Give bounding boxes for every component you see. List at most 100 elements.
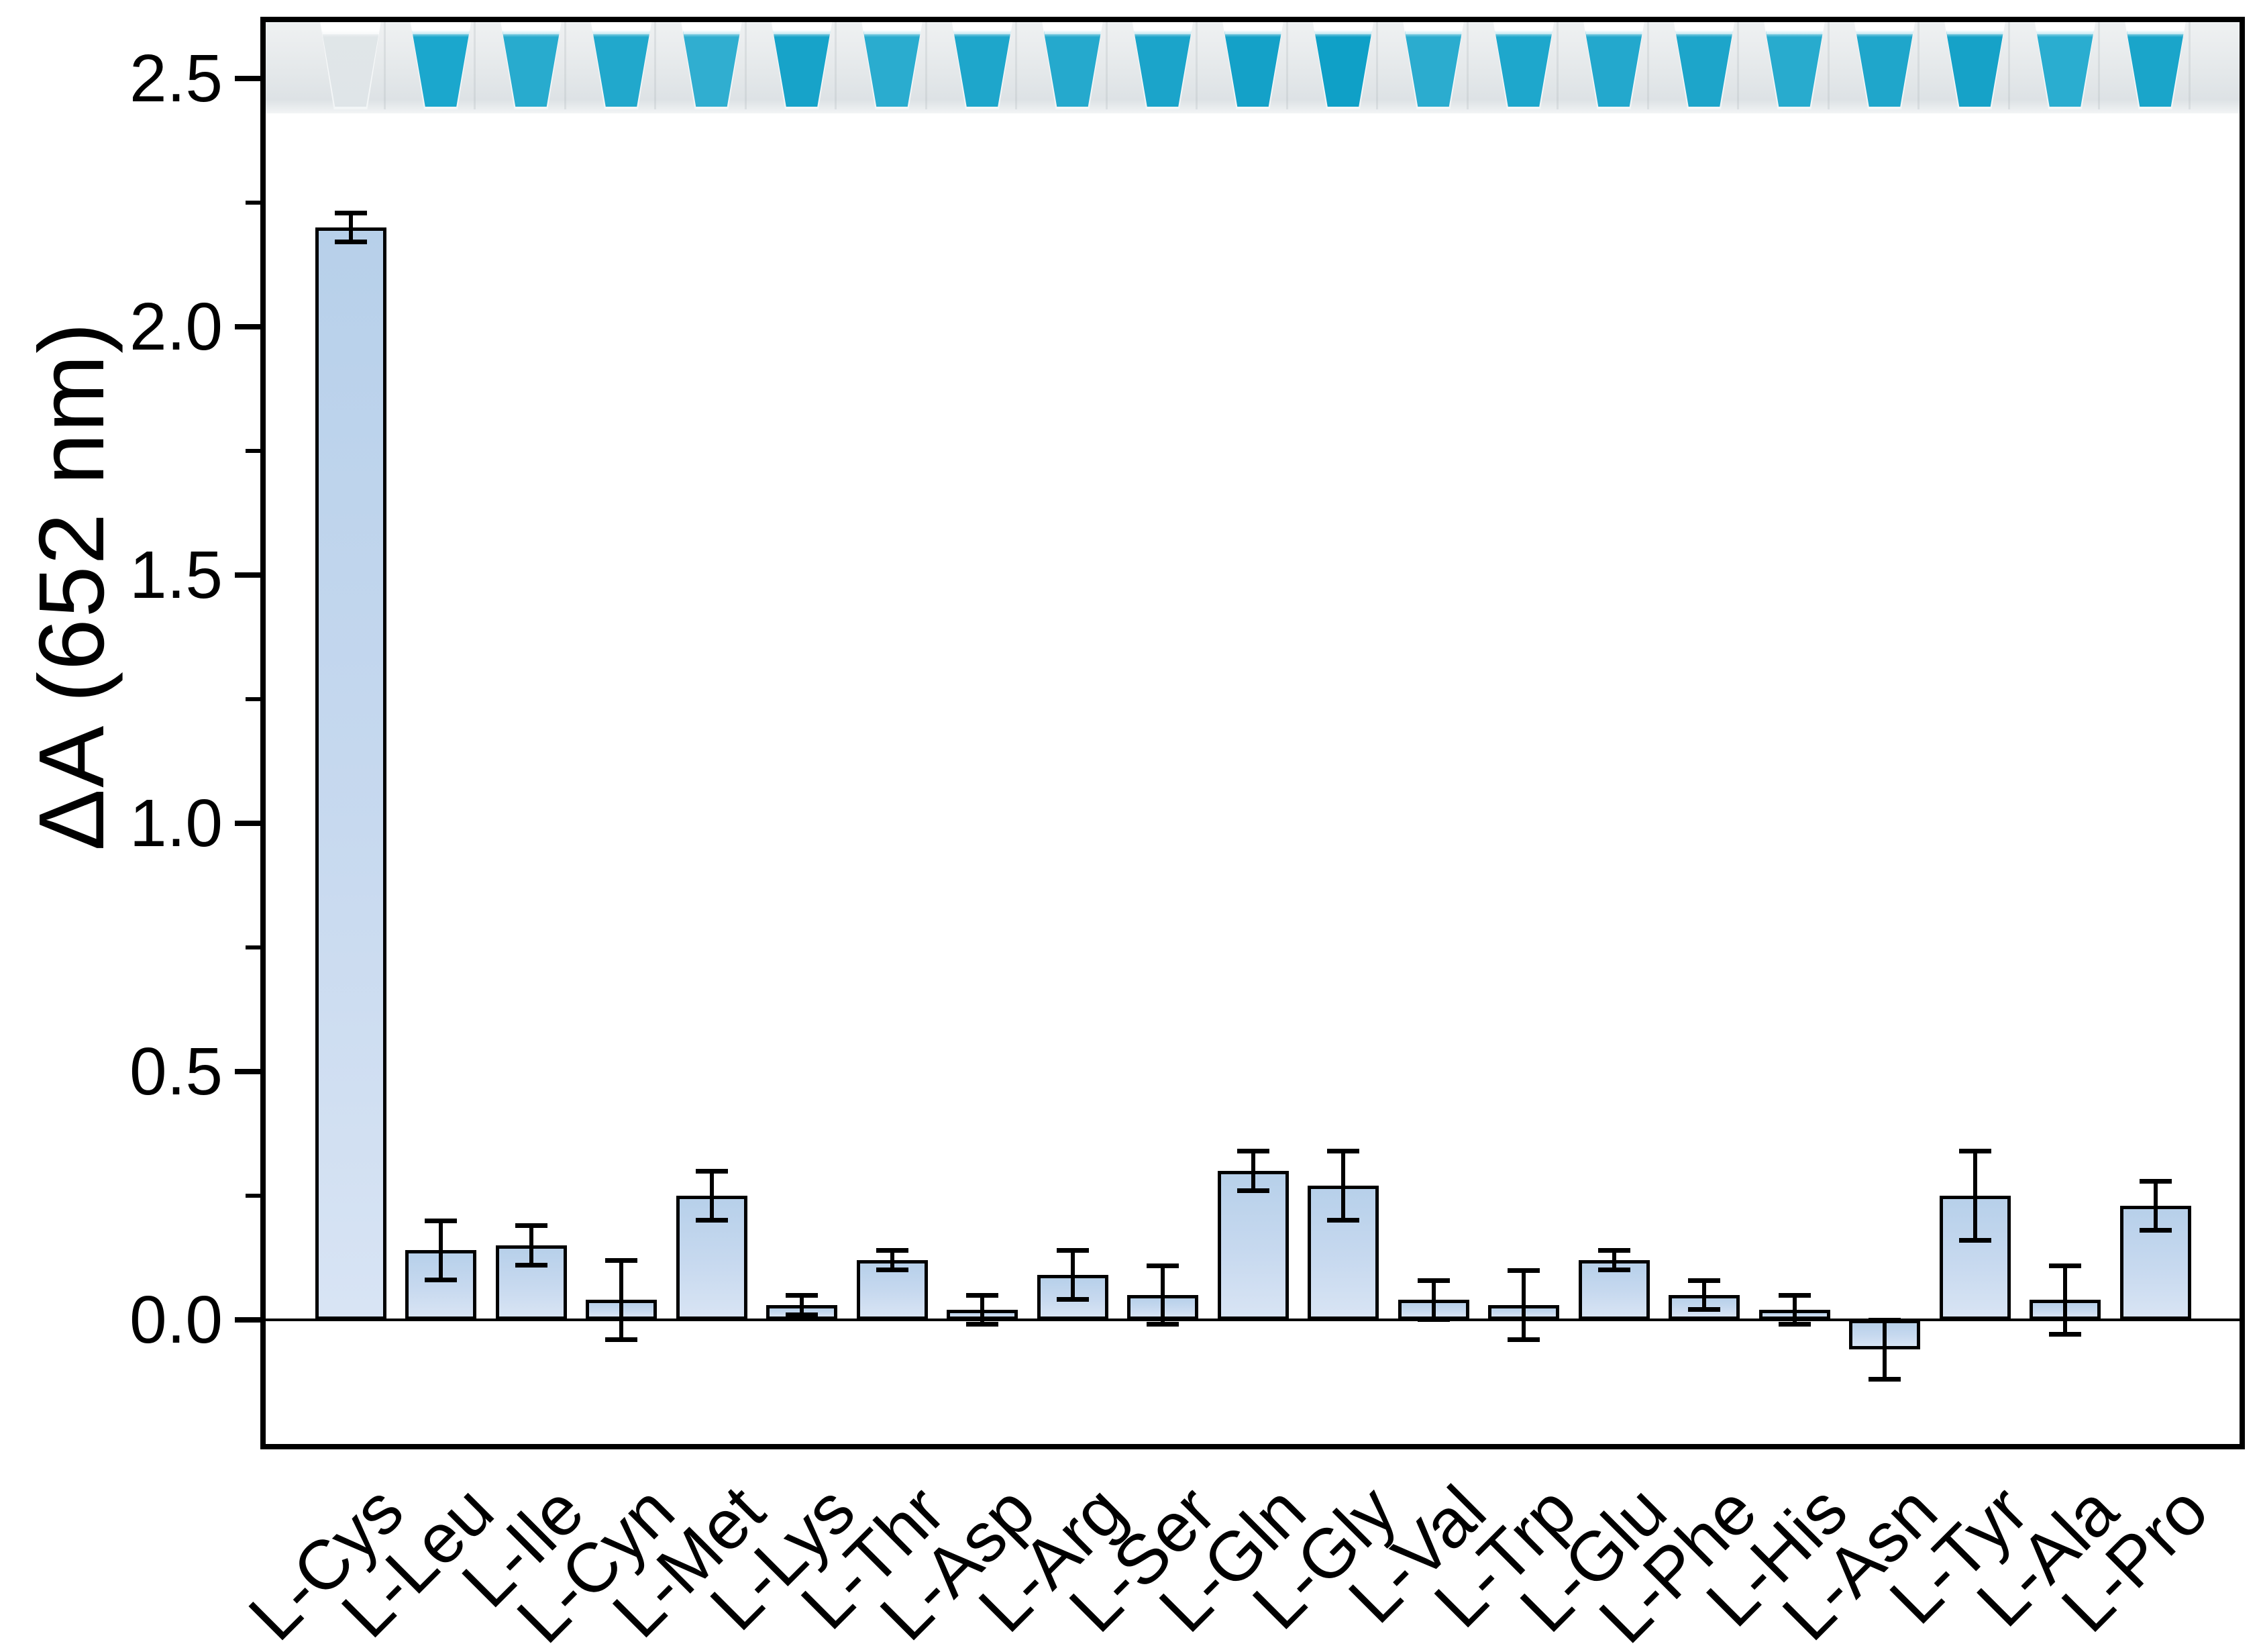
y-tick-label: 1.0	[129, 786, 223, 861]
error-bar-cap-bottom	[1237, 1188, 1269, 1193]
tube-meniscus	[1495, 30, 1552, 34]
error-bar	[1612, 1250, 1616, 1270]
error-bar-cap-bottom	[1147, 1322, 1179, 1327]
sample-tube	[406, 22, 476, 113]
tube-meniscus	[954, 30, 1010, 34]
error-bar-cap-top	[1688, 1278, 1720, 1283]
sample-tube	[316, 22, 386, 113]
error-bar	[529, 1225, 533, 1266]
tube-meniscus	[1224, 30, 1281, 34]
error-bar	[1070, 1250, 1075, 1300]
tube-meniscus	[413, 30, 469, 34]
tube-seam	[744, 22, 747, 109]
error-bar-cap-bottom	[1327, 1218, 1359, 1223]
tube-seam	[2098, 22, 2100, 109]
tube-meniscus	[863, 30, 921, 34]
sample-tube	[1218, 22, 1288, 113]
sample-tube	[2121, 22, 2191, 113]
tube-seam	[1466, 22, 1469, 109]
tube-meniscus	[1766, 30, 1823, 34]
tube-seam	[835, 22, 837, 109]
error-bar-cap-top	[2139, 1178, 2172, 1184]
error-bar-cap-top	[1869, 1318, 1901, 1323]
tube-seam	[1827, 22, 1830, 109]
error-bar	[348, 212, 353, 243]
error-bar	[980, 1295, 984, 1325]
sample-tube	[1579, 22, 1649, 113]
error-bar-cap-bottom	[1597, 1268, 1630, 1272]
tube-seam	[1285, 22, 1288, 109]
tube-meniscus	[1135, 30, 1191, 34]
error-bar-cap-bottom	[1958, 1237, 1991, 1243]
tube-seam	[1737, 22, 1739, 109]
error-bar	[800, 1295, 804, 1315]
error-bar-cap-bottom	[1056, 1297, 1089, 1302]
tube-meniscus	[1315, 30, 1371, 34]
error-bar-cap-bottom	[1778, 1322, 1811, 1327]
tube-meniscus	[1585, 30, 1642, 34]
y-major-tick	[235, 572, 260, 578]
error-bar	[1792, 1295, 1797, 1325]
error-bar-cap-top	[966, 1293, 998, 1298]
error-bar	[1341, 1151, 1345, 1221]
y-tick-label: 0.0	[129, 1282, 223, 1357]
tube-seam	[1917, 22, 1920, 109]
error-bar-cap-bottom	[876, 1268, 908, 1272]
error-bar	[1702, 1280, 1706, 1310]
tube-meniscus	[774, 30, 830, 34]
tube-seam	[474, 22, 476, 109]
error-bar-cap-bottom	[1508, 1337, 1540, 1342]
tube-meniscus	[503, 30, 560, 34]
error-bar-cap-top	[1327, 1149, 1359, 1154]
error-bar-cap-top	[1147, 1263, 1179, 1268]
error-bar	[709, 1171, 714, 1221]
error-bar-cap-top	[1237, 1149, 1269, 1154]
tube-photo-strip	[266, 22, 2240, 113]
error-bar	[1251, 1151, 1255, 1191]
error-bar-cap-top	[1508, 1268, 1540, 1273]
y-minor-tick	[246, 201, 260, 205]
zero-baseline	[263, 1319, 2242, 1321]
error-bar	[619, 1260, 623, 1340]
error-bar-cap-top	[515, 1223, 547, 1229]
error-bar-cap-bottom	[605, 1337, 637, 1342]
plot-frame	[260, 17, 2245, 1449]
y-major-tick	[235, 324, 260, 329]
y-minor-tick	[246, 697, 260, 701]
error-bar-cap-bottom	[2049, 1332, 2081, 1337]
y-tick-label: 1.5	[129, 537, 223, 613]
error-bar-cap-top	[695, 1169, 728, 1174]
tube-seam	[925, 22, 927, 109]
tube-seam	[1196, 22, 1198, 109]
sample-tube	[1038, 22, 1108, 113]
error-bar-cap-bottom	[1688, 1307, 1720, 1312]
sample-tube	[1940, 22, 2010, 113]
sample-tube	[496, 22, 566, 113]
error-bar	[1431, 1280, 1436, 1320]
error-bar-cap-top	[2049, 1263, 2081, 1268]
error-bar-cap-bottom	[334, 240, 367, 245]
y-tick-label: 2.5	[129, 41, 223, 116]
tube-meniscus	[1856, 30, 1913, 34]
error-bar-cap-top	[786, 1293, 818, 1298]
tube-meniscus	[1044, 30, 1101, 34]
y-major-tick	[235, 821, 260, 826]
bar	[315, 227, 386, 1320]
tube-seam	[1557, 22, 1559, 109]
error-bar	[1161, 1265, 1165, 1325]
sample-tube	[1489, 22, 1559, 113]
tube-meniscus	[1946, 30, 2003, 34]
y-major-tick	[235, 76, 260, 81]
error-bar-cap-top	[1056, 1248, 1089, 1253]
tube-meniscus	[593, 30, 649, 34]
sample-tube	[677, 22, 747, 113]
y-minor-tick	[246, 1194, 260, 1198]
error-bar-cap-bottom	[1869, 1376, 1901, 1382]
sample-tube	[857, 22, 927, 113]
error-bar-cap-top	[425, 1219, 457, 1223]
tube-seam	[564, 22, 566, 109]
error-bar-cap-bottom	[2139, 1227, 2172, 1233]
error-bar-cap-bottom	[695, 1218, 728, 1223]
tube-seam	[383, 22, 386, 109]
